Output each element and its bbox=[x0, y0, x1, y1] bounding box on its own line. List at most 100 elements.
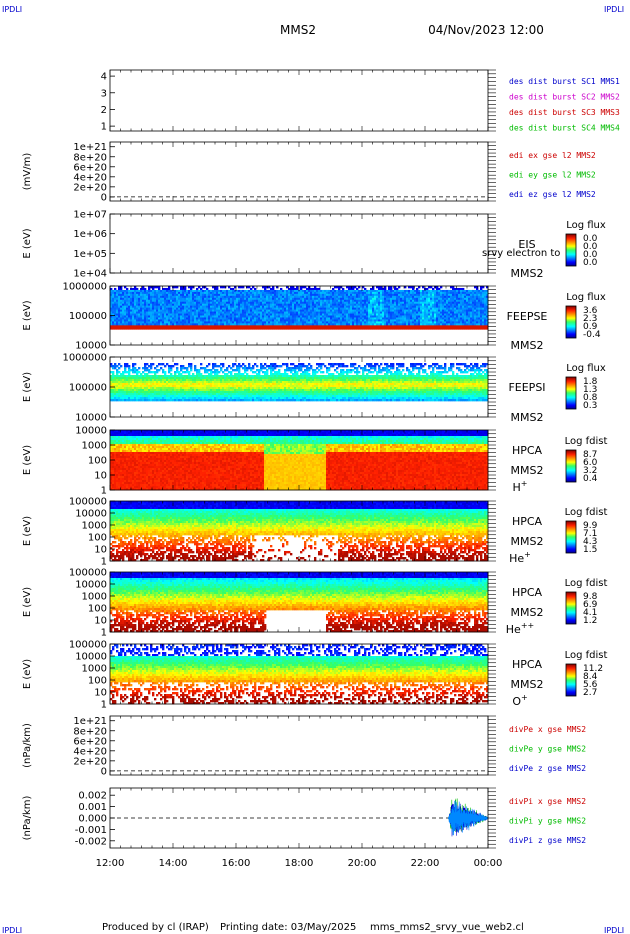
y-tick-label: 100000 bbox=[69, 311, 107, 322]
y-tick-label: 100000 bbox=[69, 568, 107, 579]
figure-datetime: 04/Nov/2023 12:00 bbox=[428, 23, 544, 37]
y-tick-label: 10000 bbox=[75, 580, 107, 591]
spacecraft-label: MMS2 bbox=[511, 606, 544, 619]
instrument-label: HPCA bbox=[512, 444, 543, 457]
colorbar bbox=[565, 305, 577, 339]
spacecraft-label: MMS2 bbox=[511, 411, 544, 424]
footer-script: mms_mms2_srvy_vue_web2.cl bbox=[370, 922, 524, 933]
colorbar-tick-label: 1.8 bbox=[583, 377, 598, 387]
colorbar-tick-label: 3.2 bbox=[583, 466, 597, 476]
y-tick-label: 3 bbox=[101, 88, 107, 99]
colorbar-title: Log fdist bbox=[565, 650, 608, 661]
y-tick-label: 0.000 bbox=[78, 814, 107, 825]
legend-entry: edi ez gse l2 MMS2 bbox=[509, 190, 596, 199]
legend-entry: edi ex gse l2 MMS2 bbox=[509, 151, 596, 160]
colorbar-tick-label: 0.0 bbox=[583, 250, 598, 260]
y-tick-label: 8e+20 bbox=[73, 726, 107, 737]
figure-title: MMS2 bbox=[280, 23, 316, 37]
y-tick-label: 10000 bbox=[75, 413, 107, 424]
y-tick-label: 100 bbox=[88, 533, 107, 544]
x-tick-label: 00:00 bbox=[474, 858, 503, 869]
y-axis-label: E (eV) bbox=[22, 372, 33, 402]
colorbar-tick-label: 4.1 bbox=[583, 608, 597, 618]
colorbar-tick-label: 2.3 bbox=[583, 314, 597, 324]
species-label: H+ bbox=[513, 479, 528, 494]
colorbar-title: Log flux bbox=[566, 363, 606, 374]
colorbar-tick-label: 11.2 bbox=[583, 664, 603, 674]
colorbar bbox=[565, 520, 577, 554]
colorbar-tick-label: 0.0 bbox=[583, 234, 598, 244]
colorbar-tick-label: 7.1 bbox=[583, 529, 597, 539]
y-tick-label: 1000000 bbox=[62, 353, 107, 364]
colorbar-title: Log flux bbox=[566, 292, 606, 303]
y-tick-label: 2e+20 bbox=[73, 756, 107, 767]
y-tick-label: 0.001 bbox=[78, 802, 107, 813]
y-tick-label: 1 bbox=[101, 486, 107, 497]
colorbar-tick-label: 1.2 bbox=[583, 616, 597, 626]
colorbar-tick-label: 0.9 bbox=[583, 322, 598, 332]
y-tick-label: 10 bbox=[94, 545, 107, 556]
corner-label-top-left: IPDLI bbox=[2, 5, 22, 14]
colorbar-tick-label: 0.8 bbox=[583, 393, 598, 403]
y-tick-label: 10000 bbox=[75, 341, 107, 352]
panel-frame bbox=[109, 715, 489, 776]
corner-label-bottom-right: IPDLI bbox=[604, 926, 624, 934]
panel-feepse: 1000000 100000 10000 E (eV) FEEPSE MMS2 Log fl… bbox=[22, 282, 606, 353]
legend-entry: divPe x gse MMS2 bbox=[509, 725, 586, 734]
colorbar-title: Log fdist bbox=[565, 578, 608, 589]
y-tick-label: 1e+21 bbox=[73, 142, 107, 153]
y-tick-label: 10000 bbox=[75, 426, 107, 437]
y-tick-label: 100000 bbox=[69, 640, 107, 651]
y-tick-label: 100 bbox=[88, 676, 107, 687]
y-tick-label: 0 bbox=[101, 192, 107, 203]
y-tick-label: 100000 bbox=[69, 383, 107, 394]
y-tick-label: 8e+20 bbox=[73, 152, 107, 163]
legend-entry: divPe z gse MMS2 bbox=[509, 764, 586, 773]
colorbar-title: Log fdist bbox=[565, 507, 608, 518]
y-axis-label: E (eV) bbox=[22, 659, 33, 689]
overlay-label: srvy electron to bbox=[482, 248, 560, 259]
colorbar-tick-label: 9.9 bbox=[583, 521, 598, 531]
y-tick-label: 6e+20 bbox=[73, 736, 107, 747]
species-label: He+ bbox=[509, 550, 531, 565]
y-axis-label: E (eV) bbox=[22, 228, 33, 258]
panel-frame bbox=[109, 213, 489, 274]
x-tick-label: 18:00 bbox=[285, 858, 314, 869]
y-tick-label: 0 bbox=[101, 766, 107, 777]
colorbar bbox=[565, 233, 577, 267]
instrument-label: HPCA bbox=[512, 658, 543, 671]
legend-entry: des dist burst SC1 MMS1 bbox=[509, 77, 620, 86]
y-tick-label: 1e+06 bbox=[73, 229, 107, 240]
instrument-label: HPCA bbox=[512, 586, 543, 599]
x-tick-label: 14:00 bbox=[159, 858, 188, 869]
spacecraft-label: MMS2 bbox=[511, 535, 544, 548]
y-tick-label: 1 bbox=[101, 122, 107, 133]
instrument-label: EIS bbox=[518, 238, 535, 251]
legend-entry: edi ey gse l2 MMS2 bbox=[509, 171, 596, 180]
panel-frame bbox=[109, 141, 489, 202]
spacecraft-label: MMS2 bbox=[511, 678, 544, 691]
corner-label-top-right: IPDLI bbox=[604, 5, 624, 14]
spacecraft-label: MMS2 bbox=[511, 464, 544, 477]
y-tick-label: 10000 bbox=[75, 509, 107, 520]
y-axis-label: E (eV) bbox=[22, 587, 33, 617]
colorbar bbox=[565, 449, 577, 483]
y-tick-label: 2 bbox=[101, 105, 107, 116]
colorbar-tick-label: 9.8 bbox=[583, 592, 598, 602]
colorbar-tick-label: -0.4 bbox=[583, 330, 601, 340]
colorbar-tick-label: 0.3 bbox=[583, 401, 597, 411]
panel-hpca_h: 10000 1000 100 10 1 E (eV) HPCA MMS2 H+ Log fdist… bbox=[22, 426, 607, 497]
colorbar-tick-label: 8.7 bbox=[583, 450, 597, 460]
y-tick-label: 10 bbox=[94, 471, 107, 482]
legend-entry: des dist burst SC4 MMS4 bbox=[509, 124, 620, 133]
y-tick-label: 10000 bbox=[75, 652, 107, 663]
colorbar-tick-label: 6.9 bbox=[583, 600, 598, 610]
legend-entry: divPi x gse MMS2 bbox=[509, 797, 586, 806]
colorbar-tick-label: 3.6 bbox=[583, 306, 598, 316]
legend-entry: divPe y gse MMS2 bbox=[509, 745, 586, 754]
